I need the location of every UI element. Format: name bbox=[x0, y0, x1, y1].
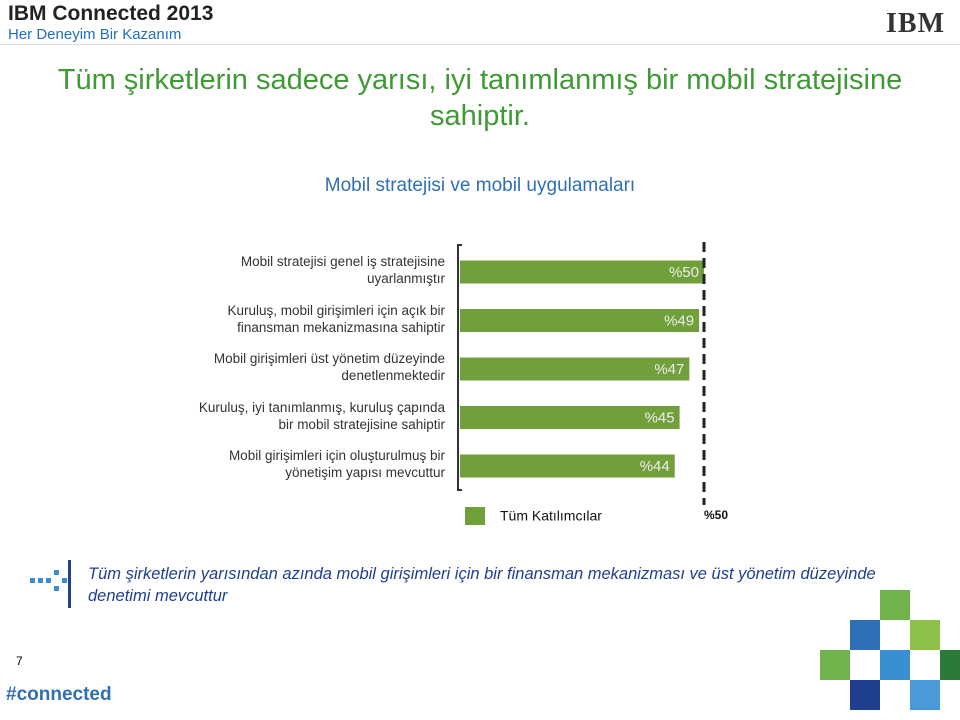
event-name: IBM Connected 2013 bbox=[8, 2, 214, 25]
reference-label: %50 bbox=[704, 508, 728, 522]
bar bbox=[460, 260, 704, 284]
bar bbox=[460, 454, 675, 478]
value-label: %50 bbox=[669, 264, 699, 281]
category-label: Mobil girişimleri için oluşturulmuş bir … bbox=[228, 448, 445, 480]
header-rule bbox=[0, 44, 960, 45]
value-label: %44 bbox=[640, 458, 670, 475]
category-label: Kuruluş, mobil girişimleri için açık bir… bbox=[227, 302, 445, 335]
logo: IBM bbox=[886, 8, 945, 39]
category-label: Mobil stratejisi genel iş stratejisine u… bbox=[240, 254, 445, 286]
corner-pattern bbox=[820, 590, 960, 710]
value-label: %45 bbox=[645, 409, 675, 426]
tagline: Her Deneyim Bir Kazanım bbox=[8, 26, 182, 43]
bar bbox=[460, 357, 690, 381]
legend-label: Tüm Katılımcılar bbox=[500, 508, 602, 524]
slide-title: Tüm şirketlerin sadece yarısı, iyi tanım… bbox=[57, 64, 903, 132]
category-label: Kuruluş, iyi tanımlanmış, kuruluş çapınd… bbox=[198, 399, 445, 432]
chart-title: Mobil stratejisi ve mobil uygulamaları bbox=[324, 175, 636, 196]
axis-bracket bbox=[457, 244, 462, 491]
connect-icon bbox=[30, 560, 71, 608]
legend-swatch bbox=[465, 507, 485, 525]
hashtag: #connected bbox=[6, 684, 112, 705]
bar bbox=[460, 309, 700, 332]
footnote: Tüm şirketlerin yarısından azında mobil … bbox=[88, 565, 876, 605]
page-number: 7 bbox=[16, 654, 23, 668]
value-label: %49 bbox=[664, 312, 694, 329]
category-label: Mobil girişimleri üst yönetim düzeyinde … bbox=[213, 351, 445, 383]
value-label: %47 bbox=[654, 361, 684, 378]
bar bbox=[460, 406, 680, 429]
